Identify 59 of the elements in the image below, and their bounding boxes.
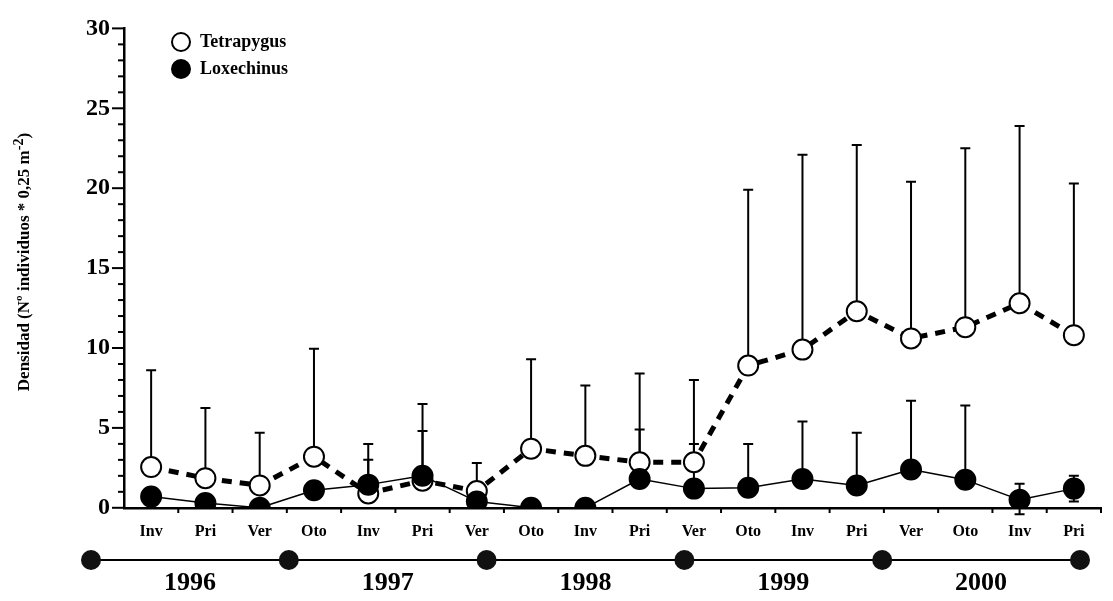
text: 1997 xyxy=(361,567,414,597)
point xyxy=(520,437,543,460)
point xyxy=(411,464,434,487)
point xyxy=(682,451,705,474)
x-tick-label: Ver xyxy=(247,521,272,539)
y-tick-label: 0 xyxy=(98,493,110,519)
point xyxy=(791,338,814,361)
point xyxy=(140,485,163,508)
x-tick-label: Pri xyxy=(194,521,217,539)
y-tick-label: 5 xyxy=(98,413,110,440)
point xyxy=(248,474,271,497)
point xyxy=(574,444,597,467)
point xyxy=(954,316,977,339)
x-tick-label: Inv xyxy=(1008,521,1032,539)
point xyxy=(954,468,977,491)
point xyxy=(1008,488,1031,508)
point xyxy=(900,327,923,350)
y-tick-label: 25 xyxy=(86,93,110,120)
x-tick-label: Pri xyxy=(628,521,651,539)
text: 1999 xyxy=(757,567,810,597)
x-tick-label: Inv xyxy=(139,521,163,539)
legend-label: Loxechinus xyxy=(200,58,289,79)
x-tick-label: Ver xyxy=(898,521,924,539)
y-tick-label: 15 xyxy=(86,253,110,280)
x-tick-label: Oto xyxy=(735,521,762,539)
point xyxy=(845,474,868,497)
point xyxy=(628,468,651,491)
point xyxy=(737,354,760,377)
x-tick-label: Pri xyxy=(1063,521,1086,539)
x-tick-label: Ver xyxy=(681,521,707,539)
text: 2000 xyxy=(955,567,1008,597)
point xyxy=(357,473,380,496)
x-tick-label: Oto xyxy=(301,521,327,539)
point xyxy=(791,468,814,491)
point xyxy=(1008,292,1031,315)
point xyxy=(1062,477,1085,500)
legend-label: Tetrapygus xyxy=(200,31,287,52)
x-tick-label: Inv xyxy=(790,521,815,539)
x-tick-label: Pri xyxy=(411,521,434,539)
x-tick-label: Ver xyxy=(464,521,489,539)
x-tick-label: Inv xyxy=(573,521,597,539)
point xyxy=(302,479,325,502)
text: 1998 xyxy=(559,567,612,597)
point xyxy=(1062,324,1085,347)
x-tick-label: Inv xyxy=(356,521,380,539)
x-tick-label: Oto xyxy=(952,521,979,539)
point xyxy=(900,458,923,481)
point xyxy=(140,456,163,479)
y-tick-label: 10 xyxy=(86,333,110,360)
x-tick-label: Oto xyxy=(518,521,544,539)
point xyxy=(302,445,325,468)
x-tick-label: Pri xyxy=(846,521,868,539)
point xyxy=(737,476,760,499)
point xyxy=(845,300,868,323)
text: 1996 xyxy=(163,567,216,597)
y-tick-label: 30 xyxy=(86,13,110,40)
point xyxy=(682,477,705,500)
y-tick-label: 20 xyxy=(86,173,110,200)
point xyxy=(194,467,217,490)
